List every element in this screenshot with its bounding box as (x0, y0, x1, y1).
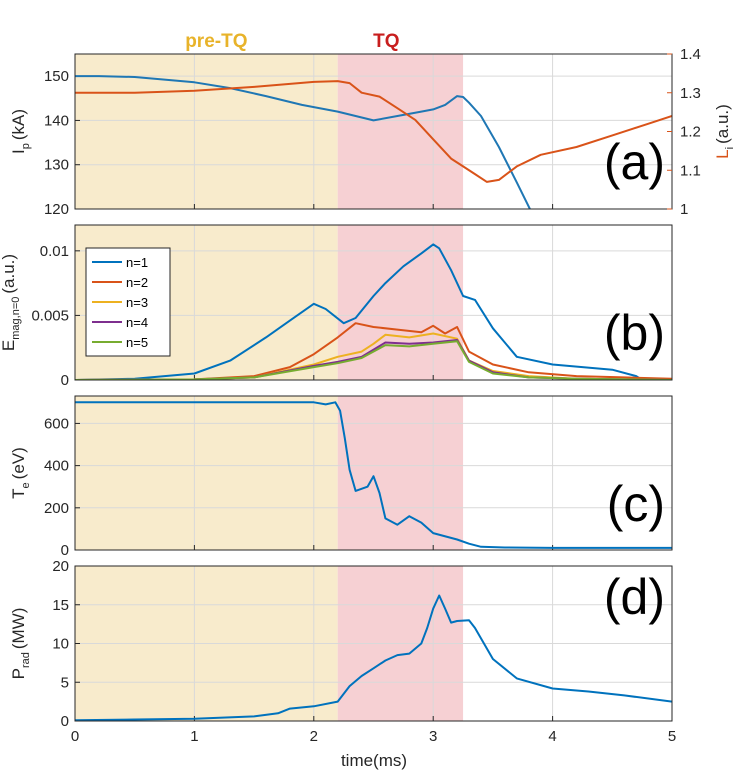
y-axis-label: Te(eV) (9, 447, 32, 499)
x-tick-label: 3 (429, 728, 437, 745)
y-tick-label: 140 (44, 112, 69, 129)
tq-region (337, 225, 464, 380)
panel-frame (74, 224, 673, 381)
x-tick-label: 2 (310, 728, 318, 745)
tq-region (337, 396, 464, 550)
series-line-prad (75, 594, 672, 721)
right-y-tick-label: 1.1 (680, 162, 701, 179)
x-tick-label: 0 (71, 728, 79, 745)
legend-label: n=3 (126, 295, 148, 310)
panel-frame (74, 395, 673, 551)
x-tick-label: 1 (190, 728, 198, 745)
y-tick-label: 200 (44, 500, 69, 517)
y-tick-label: 0.01 (40, 243, 69, 260)
y-axis-label: Prad(MW) (9, 608, 32, 680)
y-tick-label: 10 (52, 636, 69, 653)
phase-labels: pre-TQ TQ (185, 31, 399, 52)
legend-label: n=5 (126, 335, 148, 350)
y-tick-label: 0 (61, 542, 69, 559)
y-tick-label: 15 (52, 597, 69, 614)
y-tick-label: 120 (44, 201, 69, 218)
y-tick-label: 5 (61, 674, 69, 691)
y-tick-label: 130 (44, 157, 69, 174)
legend-label: n=1 (126, 255, 148, 270)
right-y-axis-label: Li(a.u.) (713, 104, 736, 159)
panels: 12013014015011.11.21.31.4Li(a.u.)Ip(kA)(… (0, 46, 736, 745)
right-y-tick-label: 1 (680, 201, 688, 218)
phase-label-tq: TQ (373, 31, 399, 52)
panel-tag: (c) (607, 476, 665, 532)
series-line-te (75, 401, 672, 549)
phase-label-pre-tq: pre-TQ (185, 31, 247, 52)
x-axis-label: time(ms) (341, 751, 407, 770)
legend: n=1 n=2 n=3 n=4 n=5 (85, 247, 171, 357)
pre-tq-region (75, 396, 338, 550)
legend-label: n=2 (126, 275, 148, 290)
series-line-li (75, 80, 672, 183)
legend-label: n=4 (126, 315, 148, 330)
series-line-n2 (75, 322, 672, 380)
right-y-tick-label: 1.2 (680, 124, 701, 141)
y-tick-label: 400 (44, 458, 69, 475)
panel-frame (74, 565, 673, 722)
right-y-tick-label: 1.4 (680, 46, 701, 63)
y-tick-label: 20 (52, 558, 69, 575)
panel-tag: (d) (604, 569, 665, 625)
panel-tag: (a) (604, 134, 665, 190)
panel-2: 00.0050.01Emag,n=0(a.u.)(b)n=1n=2n=3n=4n… (0, 224, 673, 389)
y-tick-label: 0 (61, 713, 69, 730)
series-line-n5 (75, 340, 672, 380)
series-line-n1 (75, 243, 643, 380)
panel-tag: (b) (604, 305, 665, 361)
tq-region (337, 54, 464, 209)
x-tick-label: 5 (668, 728, 676, 745)
y-axis-label: Emag,n=0(a.u.) (0, 254, 22, 351)
y-axis-label: Ip(kA) (9, 109, 32, 154)
right-y-tick-label: 1.3 (680, 85, 701, 102)
x-tick-label: 4 (548, 728, 556, 745)
panel-3: 0 200 400 600 Te(eV) (c) (9, 395, 673, 559)
panel-1: 120 130 140 150 1 1.1 1.2 1.3 1.4 Li(a.u.) Ip(kA) (… (9, 46, 736, 218)
pre-tq-region (75, 54, 338, 209)
y-tick-label: 150 (44, 68, 69, 85)
series-line-ip (75, 75, 531, 209)
y-tick-label: 600 (44, 415, 69, 432)
y-tick-label: 0 (61, 372, 69, 389)
y-tick-label: 0.005 (31, 307, 69, 324)
panel-4: 0 5 10 15 20 0 1 2 3 4 5 Prad(MW) (d) (9, 558, 676, 745)
